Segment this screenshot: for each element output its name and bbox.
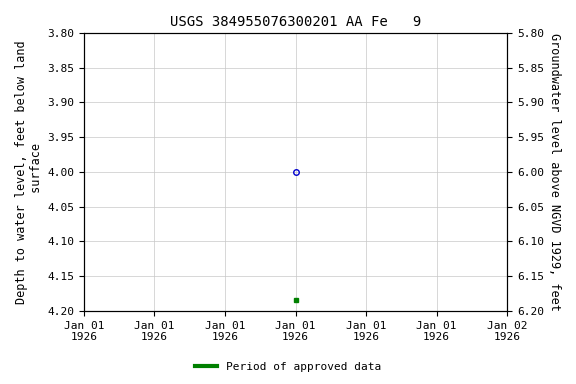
Y-axis label: Depth to water level, feet below land
 surface: Depth to water level, feet below land su…	[15, 40, 43, 304]
Legend: Period of approved data: Period of approved data	[191, 358, 385, 377]
Y-axis label: Groundwater level above NGVD 1929, feet: Groundwater level above NGVD 1929, feet	[548, 33, 561, 311]
Title: USGS 384955076300201 AA Fe   9: USGS 384955076300201 AA Fe 9	[170, 15, 421, 29]
